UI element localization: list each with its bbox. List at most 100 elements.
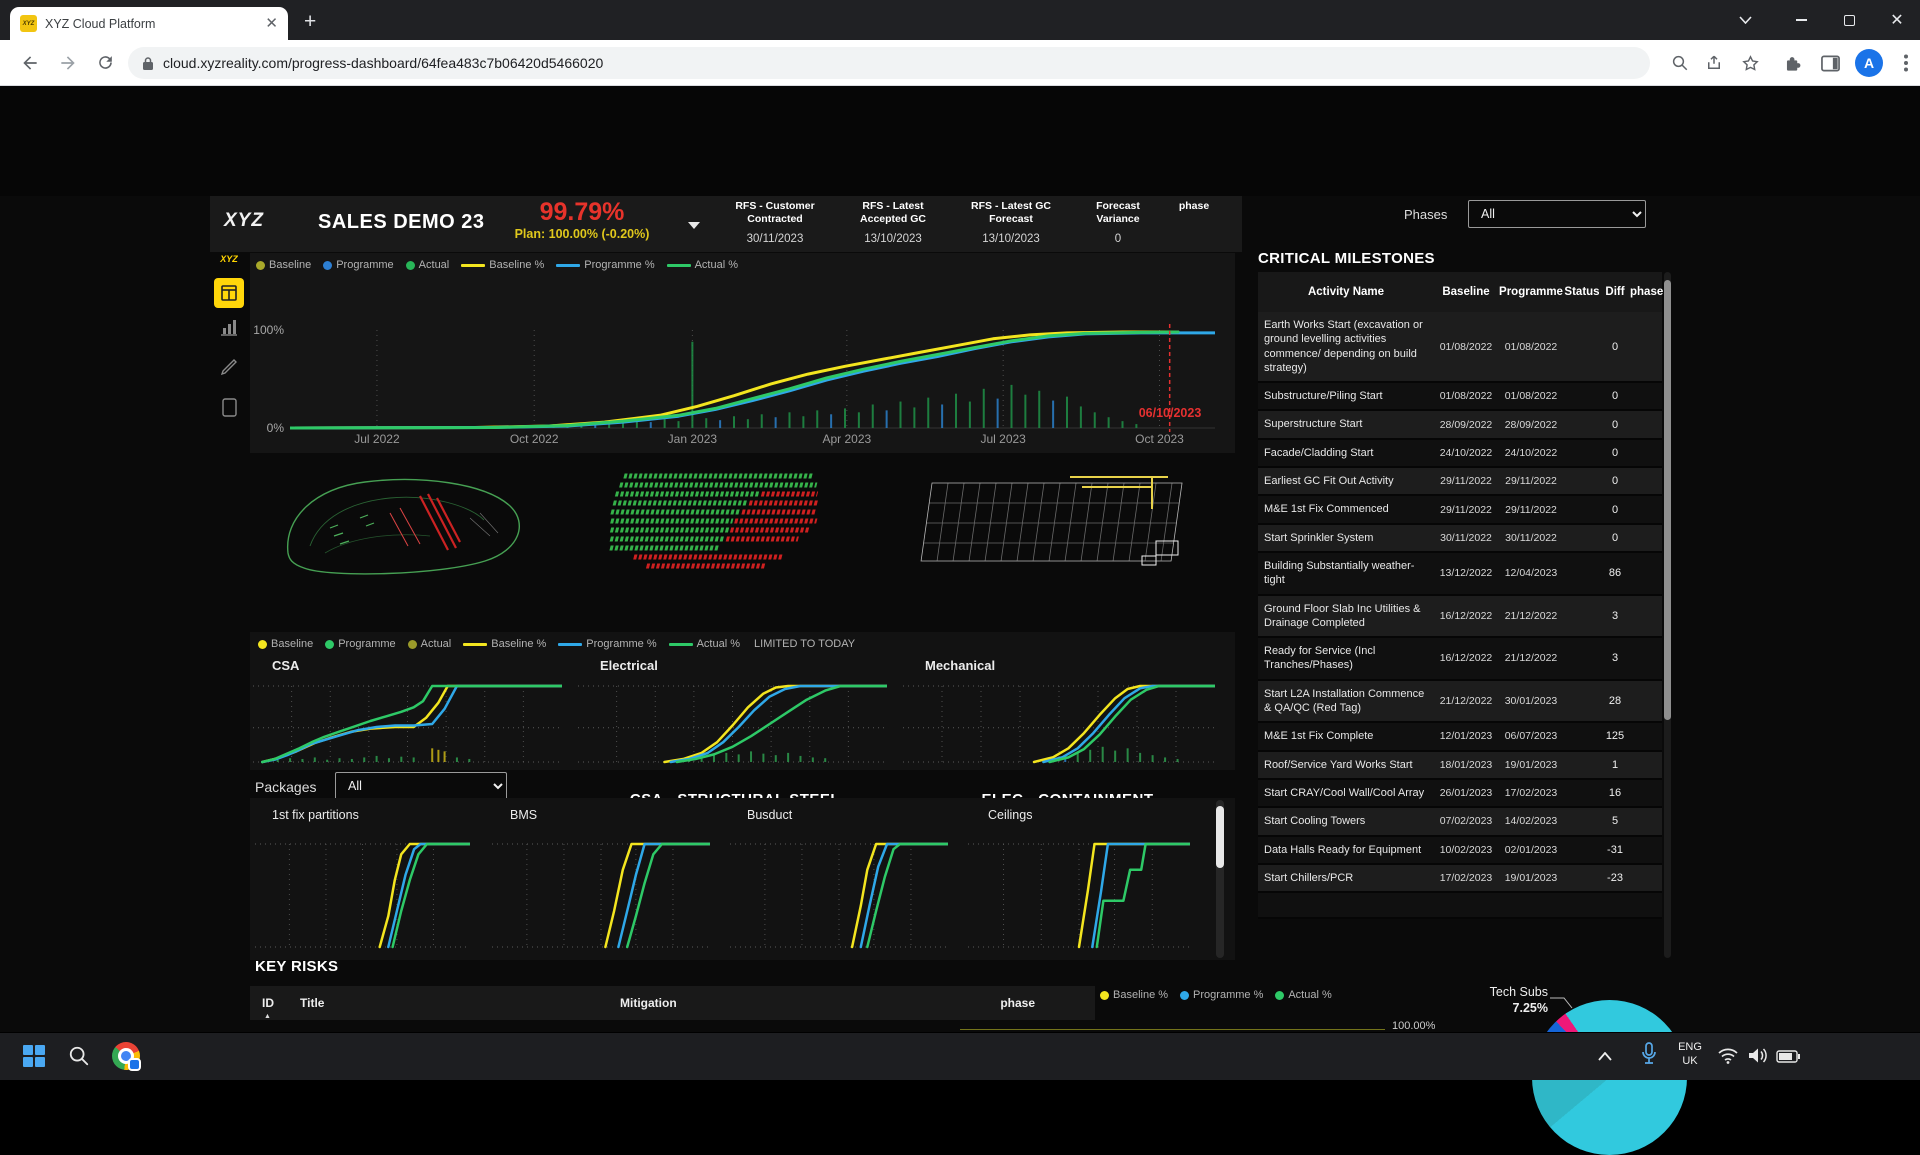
packages-charts-panel — [250, 798, 1235, 960]
milestone-row[interactable]: Roof/Service Yard Works Start 18/01/2023 1… — [1258, 751, 1662, 780]
packages-scrollbar-thumb[interactable] — [1216, 806, 1224, 868]
milestones-col-phase[interactable]: phase — [1630, 286, 1664, 298]
thumbnail-elec-containment[interactable] — [920, 461, 1215, 581]
sidebar-item-device[interactable] — [212, 398, 246, 417]
pkg3-chart — [730, 836, 950, 951]
tab-search-chevron-icon[interactable] — [1722, 0, 1768, 40]
legend-item[interactable]: Actual — [407, 638, 451, 650]
milestone-row[interactable]: Ground Floor Slab Inc Utilities & Draina… — [1258, 595, 1662, 639]
milestone-row[interactable]: M&E 1st Fix Commenced 29/11/2022 29/11/202… — [1258, 496, 1662, 525]
milestone-row[interactable]: Start Sprinkler System 30/11/2022 30/11/20… — [1258, 524, 1662, 553]
milestones-title: CRITICAL MILESTONES — [1258, 250, 1435, 267]
legend-item[interactable]: Programme — [323, 259, 394, 271]
legend-item[interactable]: Actual % — [1275, 989, 1332, 1001]
milestone-row[interactable]: M&E 1st Fix Complete 12/01/2023 06/07/2023… — [1258, 723, 1662, 752]
milestone-row[interactable] — [1258, 893, 1662, 920]
thumbnail-csa-structural-steel[interactable] — [590, 458, 880, 584]
x-axis-tick: Oct 2022 — [509, 432, 559, 446]
milestone-row[interactable]: Start Cooling Towers 07/02/2023 14/02/2023… — [1258, 808, 1662, 837]
start-button[interactable] — [22, 1044, 46, 1073]
legend-item[interactable]: Programme % — [1180, 989, 1263, 1001]
speaker-icon[interactable] — [1748, 1047, 1768, 1069]
packages-scrollbar-track[interactable] — [1216, 800, 1224, 958]
side-panel-icon[interactable] — [1818, 51, 1842, 75]
legend-item[interactable]: Programme % — [558, 638, 657, 650]
legend-item[interactable]: Baseline % — [463, 638, 546, 650]
clipped-axis-label: 100.00% — [1392, 1020, 1436, 1032]
milestones-col-baseline[interactable]: Baseline — [1442, 286, 1490, 298]
window-minimize-button[interactable] — [1778, 0, 1824, 40]
main-chart-panel — [250, 253, 1235, 453]
legend-item[interactable]: Actual — [405, 259, 449, 271]
url-bar[interactable]: cloud.xyzreality.com/progress-dashboard/… — [128, 47, 1650, 79]
browser-profile-avatar[interactable]: A — [1855, 49, 1883, 77]
browser-tab[interactable]: XYZ XYZ Cloud Platform ✕ — [10, 7, 288, 40]
phases-filter-label: Phases — [1404, 207, 1448, 222]
taskbar-search-icon[interactable] — [68, 1045, 90, 1072]
chart-title-electrical: Electrical — [600, 658, 658, 673]
chrome-profile-badge — [128, 1058, 141, 1071]
pkg2-chart — [492, 836, 712, 951]
expand-caret-icon[interactable] — [688, 222, 700, 229]
new-tab-button[interactable]: + — [304, 10, 317, 33]
thumbnail-csa-utilities[interactable] — [270, 458, 535, 588]
sidebar-item-annotate[interactable] — [212, 358, 246, 376]
milestone-row[interactable]: Superstructure Start 28/09/2022 28/09/2022… — [1258, 411, 1662, 440]
legend-item[interactable]: Baseline — [258, 638, 313, 650]
milestones-scrollbar-thumb[interactable] — [1664, 280, 1671, 720]
key-risks-col-title[interactable]: Title — [300, 996, 325, 1010]
browser-menu-kebab-icon[interactable] — [1894, 51, 1918, 75]
milestone-row[interactable]: Building Substantially weather-tight 13/1… — [1258, 552, 1662, 596]
milestones-col-diff[interactable]: Diff — [1605, 286, 1625, 298]
extensions-puzzle-icon[interactable] — [1780, 51, 1804, 75]
packages-select[interactable]: All — [335, 772, 507, 800]
milestones-col-activity[interactable]: Activity Name — [1307, 286, 1385, 298]
milestone-row[interactable]: Earliest GC Fit Out Activity 29/11/2022 29… — [1258, 468, 1662, 497]
reload-button[interactable] — [96, 53, 116, 73]
legend-item[interactable]: Baseline % — [1100, 989, 1168, 1001]
milestone-row[interactable]: Start Chillers/PCR 17/02/2023 19/01/2023 -2… — [1258, 864, 1662, 894]
legend-suffix: LIMITED TO TODAY — [754, 638, 856, 650]
key-risks-col-phase[interactable]: phase — [1000, 996, 1035, 1010]
project-summary-bar: XYZ SALES DEMO 23 99.79% Plan: 100.00% (… — [210, 196, 1242, 252]
taskbar-chrome-icon[interactable] — [112, 1042, 141, 1071]
zoom-icon[interactable] — [1668, 51, 1692, 75]
tab-title: XYZ Cloud Platform — [45, 16, 156, 31]
forward-button[interactable] — [58, 53, 78, 73]
milestones-col-status[interactable]: Status — [1564, 286, 1600, 298]
legend-item[interactable]: Actual % — [668, 638, 740, 650]
sidebar-item-analytics[interactable] — [212, 318, 246, 336]
tray-chevron-up-icon[interactable] — [1598, 1048, 1612, 1066]
milestone-row[interactable]: Start L2A Installation Commence & QA/QC … — [1258, 680, 1662, 724]
pie-callout-line — [1550, 997, 1573, 1009]
legend-item[interactable]: Programme — [325, 638, 396, 650]
legend-item[interactable]: Baseline — [256, 259, 311, 271]
milestone-row[interactable]: Data Halls Ready for Equipment 10/02/2023… — [1258, 836, 1662, 865]
window-maximize-button[interactable] — [1826, 0, 1872, 40]
milestone-row[interactable]: Substructure/Piling Start 01/08/2022 01/08… — [1258, 383, 1662, 412]
legend-item[interactable]: Baseline % — [461, 259, 544, 271]
bookmark-star-icon[interactable] — [1738, 51, 1762, 75]
language-indicator[interactable]: ENG UK — [1678, 1041, 1702, 1067]
milestone-row[interactable]: Earth Works Start (excavation or ground … — [1258, 312, 1662, 384]
sidebar-item-dashboard[interactable] — [212, 278, 246, 308]
window-close-button[interactable]: ✕ — [1890, 12, 1904, 29]
share-icon[interactable] — [1702, 51, 1726, 75]
battery-icon[interactable] — [1776, 1050, 1800, 1068]
milestone-row[interactable]: Facade/Cladding Start 24/10/2022 24/10/202… — [1258, 439, 1662, 469]
back-button[interactable] — [20, 53, 40, 73]
legend-item[interactable]: Programme % — [556, 259, 655, 271]
milestones-col-programme[interactable]: Programme — [1499, 286, 1563, 298]
lock-icon — [143, 56, 153, 70]
microphone-icon[interactable] — [1640, 1042, 1658, 1071]
legend-item[interactable]: Actual % — [666, 259, 738, 271]
rfs-stats: RFS - Customer Contracted 30/11/2023 RFS -… — [716, 200, 1222, 245]
phases-select[interactable]: All — [1468, 200, 1646, 228]
legend-dot-icon — [407, 639, 417, 649]
milestone-row[interactable]: Ready for Service (Incl Tranches/Phases)… — [1258, 638, 1662, 681]
key-risks-col-id[interactable]: ID ▲ — [262, 996, 274, 1020]
wifi-icon[interactable] — [1718, 1048, 1738, 1069]
milestone-row[interactable]: Start CRAY/Cool Wall/Cool Array 26/01/202… — [1258, 779, 1662, 809]
key-risks-col-mitigation[interactable]: Mitigation — [620, 996, 677, 1010]
tab-close-icon[interactable]: ✕ — [265, 15, 278, 32]
